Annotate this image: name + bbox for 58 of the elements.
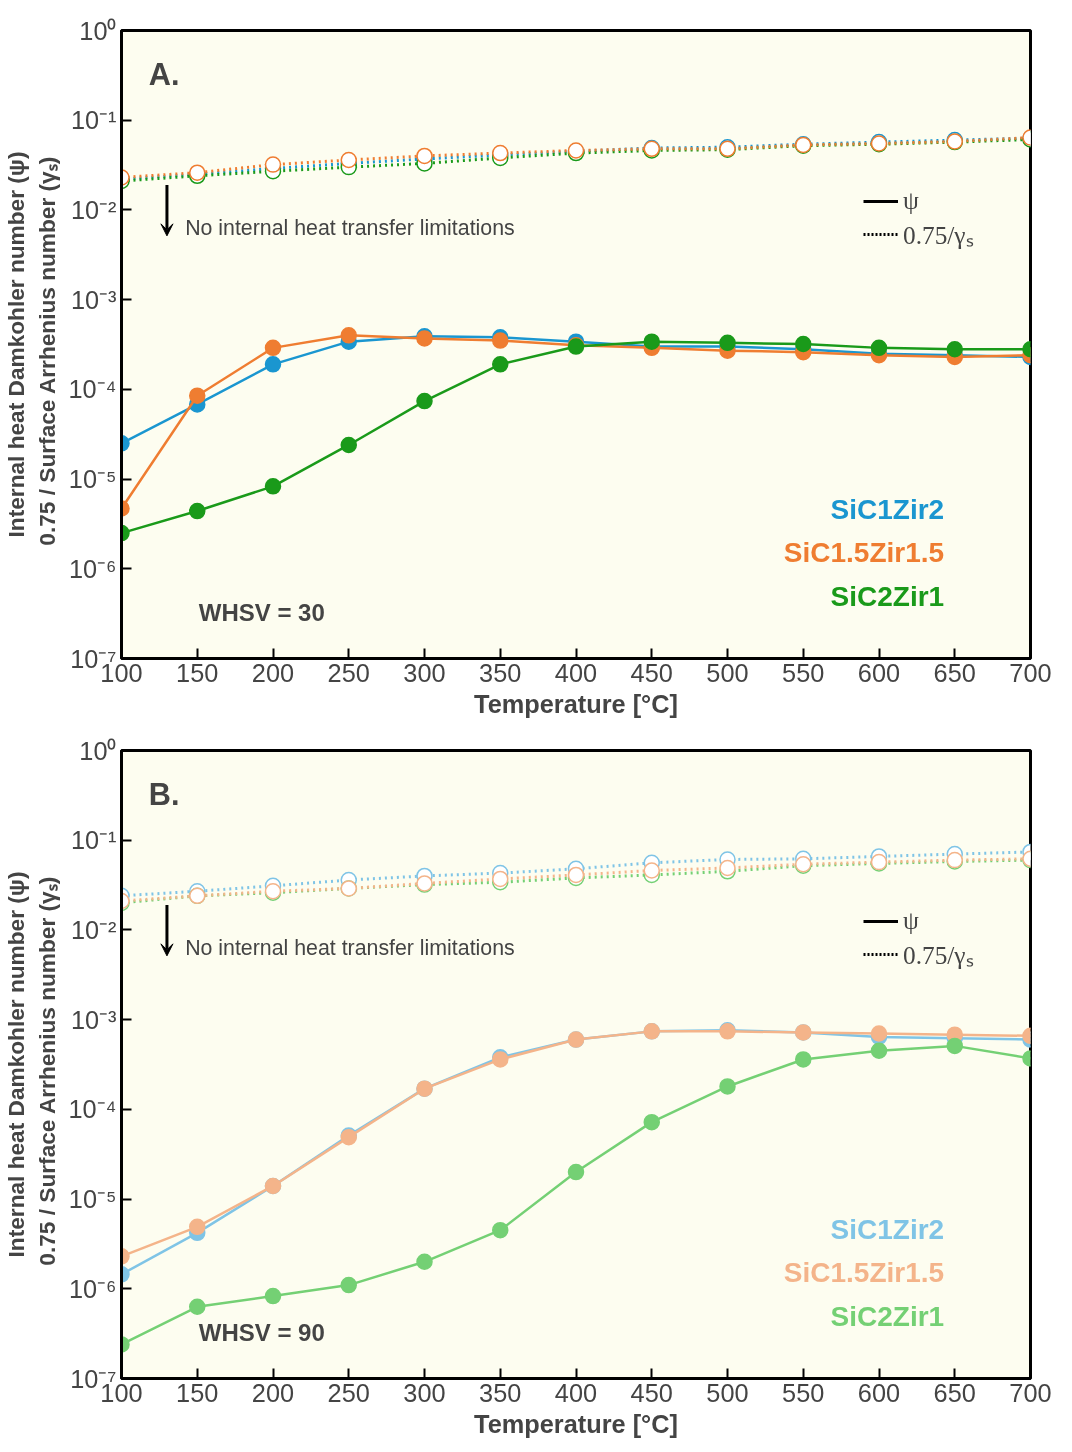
x-tick-label: 650 [933,1378,976,1407]
x-tick-label: 500 [706,1378,749,1407]
y-axis-title: Internal heat Damkohler number (ψ) 0.75 / Surface Arrhenius number (γₛ) [3,871,61,1266]
x-tick-label: 550 [782,1378,825,1407]
y-tick-label: 10⁻⁵ [68,1185,117,1214]
x-tick-label: 650 [933,658,976,687]
annotation: ψ [903,186,920,215]
text: SiC1Zir2 [830,1214,945,1246]
x-tick-label: 700 [1009,658,1052,687]
text: SiC2Zir1 [830,1300,945,1332]
x-tick-label: 450 [630,1378,673,1407]
text: SiC1Zir2 [830,494,945,526]
x-tick-label: 200 [251,658,295,687]
x-tick-label: 550 [782,658,825,687]
y-tick-label: 10⁻³ [70,1005,117,1034]
x-tick-label: 150 [176,658,219,687]
annotation: 0.75/γₛ [903,220,974,251]
y-tick-label: 10⁻² [70,195,117,224]
x-tick-label: 250 [327,1378,370,1407]
annotation: WHSV = 90 [198,1318,325,1346]
annotation: ψ [903,906,920,935]
x-tick-label: 450 [630,658,673,687]
x-tick-label: 600 [857,658,901,687]
text: SiC2Zir1 [830,580,945,612]
y-tick-label: 10⁰ [79,736,117,765]
x-axis-title: Temperature [°C] [474,689,678,718]
x-tick-label: 350 [479,658,522,687]
text: SiC1.5Zir1.5 [783,537,945,569]
y-tick-label: 10⁻⁴ [68,1095,117,1124]
x-tick-label: 400 [554,658,598,687]
x-tick-label: 500 [706,658,749,687]
y-tick-label: 10⁻¹ [70,826,117,855]
annotation: WHSV = 30 [198,598,325,626]
annotation: No internal heat transfer limitations [185,215,515,240]
x-tick-label: 250 [327,658,370,687]
text: SiC1.5Zir1.5 [783,1257,945,1289]
y-tick-label: 10⁻³ [70,285,117,314]
y-tick-label: 10⁻⁶ [68,554,117,583]
x-tick-label: 600 [857,1378,901,1407]
y-tick-label: 10⁻¹ [70,106,117,135]
y-tick-label: 10⁻⁴ [68,375,117,404]
x-tick-label: 300 [403,1378,446,1407]
y-tick-label: 10⁻² [70,915,117,944]
annotation: A. [148,57,180,92]
y-axis-title: Internal heat Damkohler number (ψ) 0.75 / Surface Arrhenius number (γₛ) [3,151,61,546]
x-tick-label: 350 [479,1378,522,1407]
y-tick-label: 10⁻⁶ [68,1274,117,1303]
annotation: B. [148,777,180,812]
x-tick-label: 200 [251,1378,295,1407]
x-tick-label: 700 [1009,1378,1052,1407]
x-tick-label: 150 [176,1378,219,1407]
y-tick-label: 10⁰ [79,16,117,45]
x-tick-label: 300 [403,658,446,687]
x-tick-label: 400 [554,1378,598,1407]
x-axis-title: Temperature [°C] [474,1409,678,1438]
annotation: No internal heat transfer limitations [185,935,515,960]
annotation: 0.75/γₛ [903,940,974,971]
y-tick-label: 10⁻⁵ [68,465,117,494]
